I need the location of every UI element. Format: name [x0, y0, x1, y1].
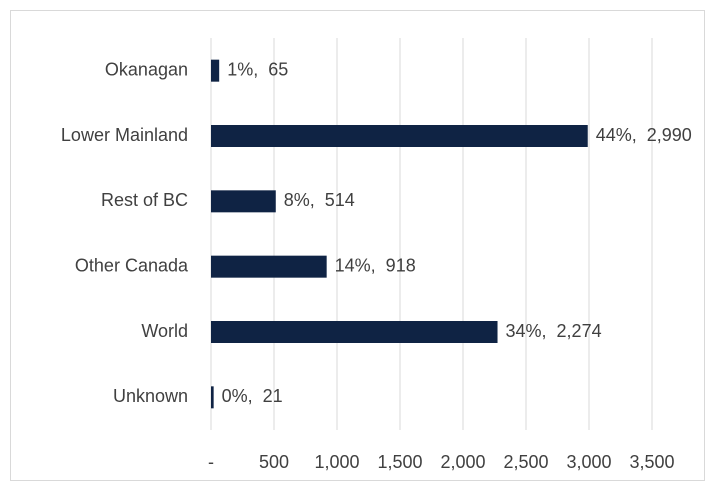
x-tick-label: -: [208, 452, 214, 472]
y-tick-label: Rest of BC: [101, 190, 188, 210]
chart-border: [10, 10, 705, 481]
x-tick-label: 2,500: [503, 452, 548, 472]
x-tick-label: 3,500: [629, 452, 674, 472]
data-label: 44%, 2,990: [596, 125, 692, 145]
x-tick-label: 2,000: [440, 452, 485, 472]
y-tick-label: Lower Mainland: [61, 125, 188, 145]
bar: [211, 255, 327, 278]
bar: [211, 386, 214, 409]
data-label: 14%, 918: [335, 255, 416, 275]
x-tick-label: 1,000: [314, 452, 359, 472]
x-tick-label: 500: [259, 452, 289, 472]
data-label: 1%, 65: [227, 59, 288, 79]
data-label: 34%, 2,274: [506, 321, 602, 341]
y-tick-label: Okanagan: [105, 59, 188, 79]
bar: [211, 190, 276, 213]
bar: [211, 125, 588, 147]
x-tick-label: 1,500: [377, 452, 422, 472]
y-tick-label: World: [141, 321, 188, 341]
x-tick-label: 3,000: [566, 452, 611, 472]
bar: [211, 59, 220, 82]
data-label: 0%, 21: [222, 386, 283, 406]
data-label: 8%, 514: [284, 190, 355, 210]
y-tick-label: Other Canada: [75, 255, 189, 275]
bar: [211, 321, 498, 343]
y-tick-label: Unknown: [113, 386, 188, 406]
